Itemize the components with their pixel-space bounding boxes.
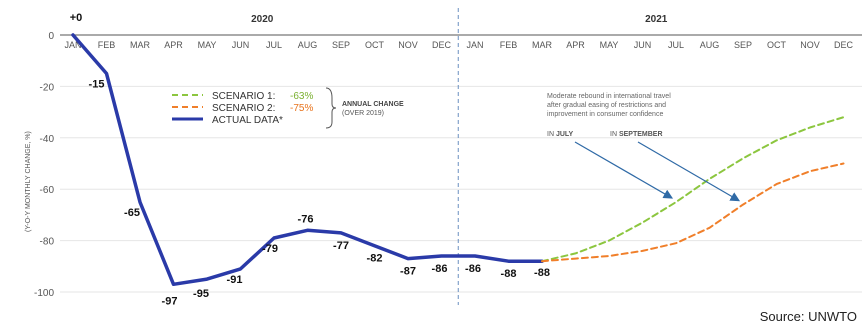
x-tick-label: JAN bbox=[466, 40, 483, 50]
legend-change-scenario-1: -63% bbox=[290, 91, 313, 102]
y-tick-labels: 0 -20 -40 -60 -80 -100 bbox=[34, 31, 54, 299]
x-tick-label: MAR bbox=[130, 40, 151, 50]
x-tick-label: APR bbox=[164, 40, 183, 50]
x-tick-label: NOV bbox=[398, 40, 418, 50]
y-tick-label: -40 bbox=[40, 134, 55, 145]
annotation-line-2: after gradual easing of restrictions and bbox=[547, 102, 666, 109]
data-label: -87 bbox=[400, 266, 416, 278]
series-lines bbox=[71, 33, 845, 287]
x-tick-label: DEC bbox=[432, 40, 452, 50]
annotation-arrows: IN JULY IN SEPTEMBER bbox=[547, 131, 741, 202]
annotation-arrow bbox=[637, 141, 741, 202]
data-label: -15 bbox=[89, 79, 105, 91]
data-label: -77 bbox=[333, 240, 349, 252]
data-labels: +0 -15 -65 -97 -95 -91 -79 -76 -77 -82 -87 -86 -86 -8… bbox=[70, 12, 550, 307]
x-tick-label: FEB bbox=[98, 40, 116, 50]
x-tick-label: JUL bbox=[668, 40, 684, 50]
data-label: -97 bbox=[162, 295, 178, 307]
data-label: -88 bbox=[534, 267, 550, 279]
series-line-2 bbox=[541, 162, 845, 263]
x-tick-label: FEB bbox=[500, 40, 518, 50]
grid bbox=[60, 85, 862, 293]
x-tick-label: DEC bbox=[834, 40, 854, 50]
x-tick-label: MAY bbox=[600, 40, 619, 50]
x-tick-label: JAN bbox=[64, 40, 81, 50]
data-label: -88 bbox=[501, 268, 517, 280]
series-line-0 bbox=[71, 33, 544, 287]
x-tick-label: MAR bbox=[532, 40, 553, 50]
x-tick-label: JUN bbox=[232, 40, 250, 50]
data-label: -95 bbox=[193, 288, 209, 300]
arrow-label: IN JULY bbox=[547, 131, 574, 138]
x-tick-label: OCT bbox=[767, 40, 787, 50]
annotation-line-3: improvement in consumer confidence bbox=[547, 111, 663, 118]
x-tick-label: OCT bbox=[365, 40, 385, 50]
data-label: -82 bbox=[367, 253, 383, 265]
data-label: -79 bbox=[262, 243, 278, 255]
arrow-label: IN SEPTEMBER bbox=[610, 131, 663, 138]
x-tick-label: AUG bbox=[298, 40, 318, 50]
legend-change-scenario-2: -75% bbox=[290, 103, 313, 114]
legend-note: ANNUAL CHANGE bbox=[342, 101, 404, 108]
annotation: Moderate rebound in international travel… bbox=[547, 93, 671, 118]
annotation-line-1: Moderate rebound in international travel bbox=[547, 93, 671, 100]
data-label: -86 bbox=[432, 263, 448, 275]
y-tick-label: -60 bbox=[40, 185, 55, 196]
legend: SCENARIO 1: -63% SCENARIO 2: -75% ACTUAL… bbox=[172, 87, 404, 129]
year-label: 2020 bbox=[251, 14, 274, 25]
x-tick-labels: JAN FEB MAR APR MAY JUN JUL AUG SEP OCT NOV DEC JAN F… bbox=[64, 40, 853, 50]
year-label: 2021 bbox=[645, 14, 668, 25]
data-label: -91 bbox=[227, 274, 243, 286]
y-tick-label: 0 bbox=[48, 31, 54, 42]
legend-label-scenario-1: SCENARIO 1: bbox=[212, 91, 275, 102]
data-label: -65 bbox=[124, 207, 140, 219]
x-tick-label: JUL bbox=[266, 40, 282, 50]
y-tick-label: -20 bbox=[40, 82, 55, 93]
series-line-1 bbox=[541, 116, 845, 263]
data-label: +0 bbox=[70, 12, 83, 24]
data-label: -76 bbox=[298, 213, 314, 225]
y-tick-label: -80 bbox=[40, 237, 55, 248]
legend-label-actual: ACTUAL DATA* bbox=[212, 115, 283, 126]
annotation-arrow bbox=[574, 141, 674, 199]
source-note: Source: UNWTO bbox=[760, 309, 857, 324]
x-tick-label: SEP bbox=[332, 40, 350, 50]
x-tick-label: NOV bbox=[800, 40, 820, 50]
legend-label-scenario-2: SCENARIO 2: bbox=[212, 103, 275, 114]
legend-brace bbox=[325, 87, 337, 129]
y-tick-label: -100 bbox=[34, 288, 54, 299]
x-tick-label: AUG bbox=[700, 40, 720, 50]
y-axis-label: (Y-O-Y MONTHLY CHANGE, %) bbox=[25, 131, 32, 232]
x-tick-label: MAY bbox=[198, 40, 217, 50]
x-tick-label: APR bbox=[566, 40, 585, 50]
x-tick-label: JUN bbox=[634, 40, 652, 50]
year-labels: 2020 2021 bbox=[251, 14, 668, 25]
data-label: -86 bbox=[465, 263, 481, 275]
legend-note-sub: (OVER 2019) bbox=[342, 110, 384, 117]
x-tick-label: SEP bbox=[734, 40, 752, 50]
